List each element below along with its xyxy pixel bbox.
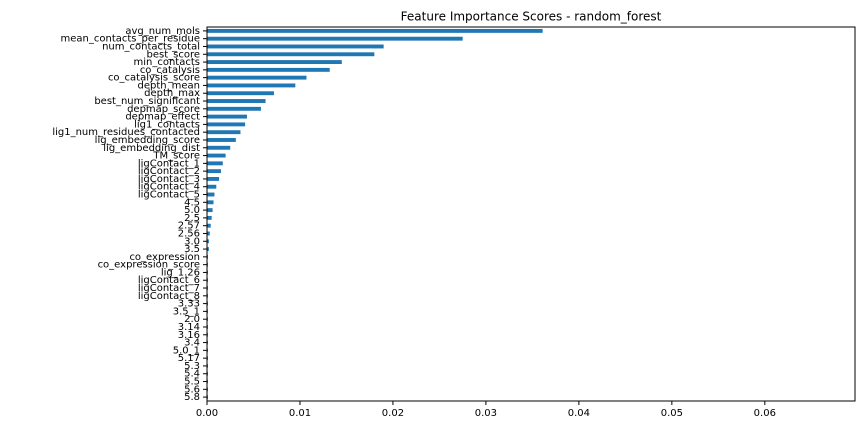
bar	[207, 122, 246, 127]
y-tick-label: ligContact_7	[138, 283, 200, 294]
y-tick-label: 5.8	[184, 392, 200, 403]
y-tick-label: 5.6	[184, 384, 200, 395]
y-tick-label: 5.4	[184, 369, 200, 380]
y-tick-label: 5.0	[184, 205, 200, 216]
y-tick-label: best_score	[146, 49, 200, 60]
plot-frame	[206, 26, 856, 402]
bar	[207, 138, 236, 142]
y-tick-label: ligContact_5	[138, 190, 200, 201]
y-tick-label: 5.0_1	[173, 345, 200, 356]
y-tick-label: ligContact_8	[138, 291, 200, 302]
y-tick-label: lig_embedding_score	[95, 135, 200, 146]
y-tick-label: 3.33	[178, 299, 200, 310]
bar	[207, 192, 215, 197]
bar	[207, 239, 209, 244]
y-tick-label: best_num_significant	[94, 96, 200, 107]
bar	[207, 91, 274, 96]
bar	[207, 28, 543, 33]
y-tick-label: ligContact_3	[138, 174, 200, 185]
y-tick-label: mean_contacts_per_residue	[61, 34, 200, 45]
y-tick-label: co_catalysis_score	[108, 73, 200, 84]
bar	[207, 247, 209, 252]
y-tick-label: co_expression	[129, 252, 200, 263]
x-tick-label: 0.03	[475, 408, 497, 419]
y-tick-label: 3.14	[178, 322, 200, 333]
y-tick-label: min_contacts	[134, 57, 201, 68]
y-tick-label: lig1_contacts	[134, 119, 200, 130]
x-tick-label: 0.05	[661, 408, 683, 419]
bar	[207, 153, 226, 158]
bar	[207, 44, 384, 49]
y-tick-label: num_contacts_total	[102, 41, 200, 52]
y-tick-label: 2.0	[184, 314, 200, 325]
bar	[207, 231, 210, 236]
chart-title: Feature Importance Scores - random_fores…	[401, 10, 662, 24]
bar	[207, 67, 330, 72]
y-tick-label: 2.56	[178, 228, 200, 239]
x-tick-label: 0.04	[568, 408, 590, 419]
y-tick-label: 3.0	[184, 236, 200, 247]
x-tick-label: 0.02	[382, 408, 404, 419]
y-tick-label: 3.5_1	[173, 306, 200, 317]
bar	[207, 184, 217, 189]
y-tick-label: co_catalysis	[140, 65, 200, 76]
bar	[207, 106, 261, 111]
bar	[207, 52, 375, 57]
x-tick-label: 0.06	[754, 408, 776, 419]
bar	[207, 36, 463, 41]
y-tick-label: ligContact_6	[138, 275, 200, 286]
bar	[207, 130, 241, 135]
y-tick-label: 5.5	[184, 377, 200, 388]
y-tick-label: avg_num_mols	[125, 26, 200, 37]
bar	[207, 176, 220, 181]
x-tick-label: 0.00	[196, 408, 218, 419]
y-tick-label: 2.57	[178, 221, 200, 232]
y-tick-label: 2.5	[184, 213, 200, 224]
y-tick-label: depth_max	[144, 88, 200, 99]
bar	[207, 215, 212, 220]
y-tick-label: depmap_score	[127, 104, 200, 115]
y-tick-label: 4.5	[184, 197, 200, 208]
y-tick-label: co_expression_score	[98, 260, 200, 271]
bar	[207, 200, 214, 205]
y-tick-label: 5.17	[178, 353, 200, 364]
y-tick-label: 5.3	[184, 361, 200, 372]
y-tick-label: lig_1.26	[161, 267, 200, 278]
bar	[207, 161, 223, 166]
bar	[207, 114, 247, 119]
bar	[207, 145, 231, 150]
x-tick-label: 0.01	[289, 408, 311, 419]
bar	[207, 223, 211, 228]
y-tick-label: depth_mean	[138, 80, 200, 91]
bar	[207, 208, 213, 213]
y-tick-label: 3.5	[184, 244, 200, 255]
y-tick-label: lig_embedding_dist	[103, 143, 200, 154]
y-tick-label: ligContact_2	[138, 166, 200, 177]
bar	[207, 75, 307, 80]
y-tick-label: 3.4	[184, 338, 200, 349]
bar	[207, 83, 296, 88]
y-tick-label: ligContact_1	[138, 158, 200, 169]
y-tick-label: lig1_num_residues_contacted	[52, 127, 200, 138]
y-tick-label: TM_score	[152, 151, 200, 162]
bar	[207, 60, 342, 65]
y-tick-label: depmap_effect	[125, 112, 200, 123]
y-tick-label: ligContact_4	[138, 182, 200, 193]
y-tick-label: 3.16	[178, 330, 200, 341]
bar	[207, 99, 266, 103]
bar	[207, 169, 221, 174]
